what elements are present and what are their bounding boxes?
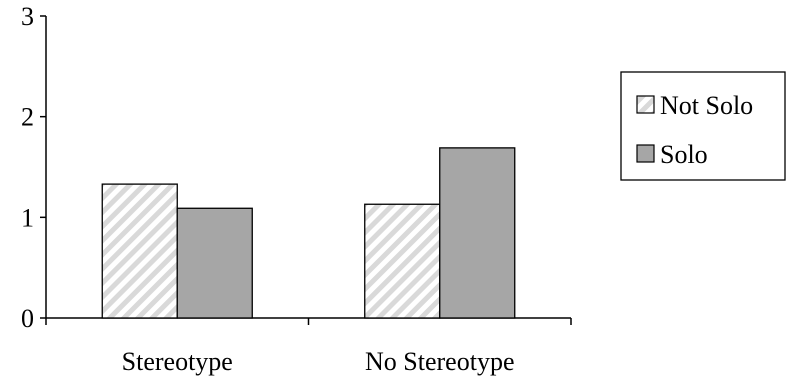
y-tick-label: 3 (21, 2, 34, 31)
x-category-label: No Stereotype (365, 347, 514, 376)
bars (101, 147, 516, 319)
bar-solo-stereotype (176, 207, 253, 319)
y-tick-label: 1 (21, 203, 34, 232)
bar-solo-no-stereotype (439, 147, 516, 319)
bar-not-solo-no-stereotype (364, 203, 441, 319)
legend: Not Solo Solo (620, 71, 786, 181)
legend-swatch (636, 144, 655, 163)
y-tick-label: 0 (21, 304, 34, 333)
legend-label: Solo (660, 140, 708, 169)
bar-not-solo-stereotype (101, 183, 178, 319)
y-tick-label: 2 (21, 103, 34, 132)
legend-label: Not Solo (660, 91, 753, 120)
x-category-label: Stereotype (122, 347, 233, 376)
legend-swatch (636, 95, 655, 114)
